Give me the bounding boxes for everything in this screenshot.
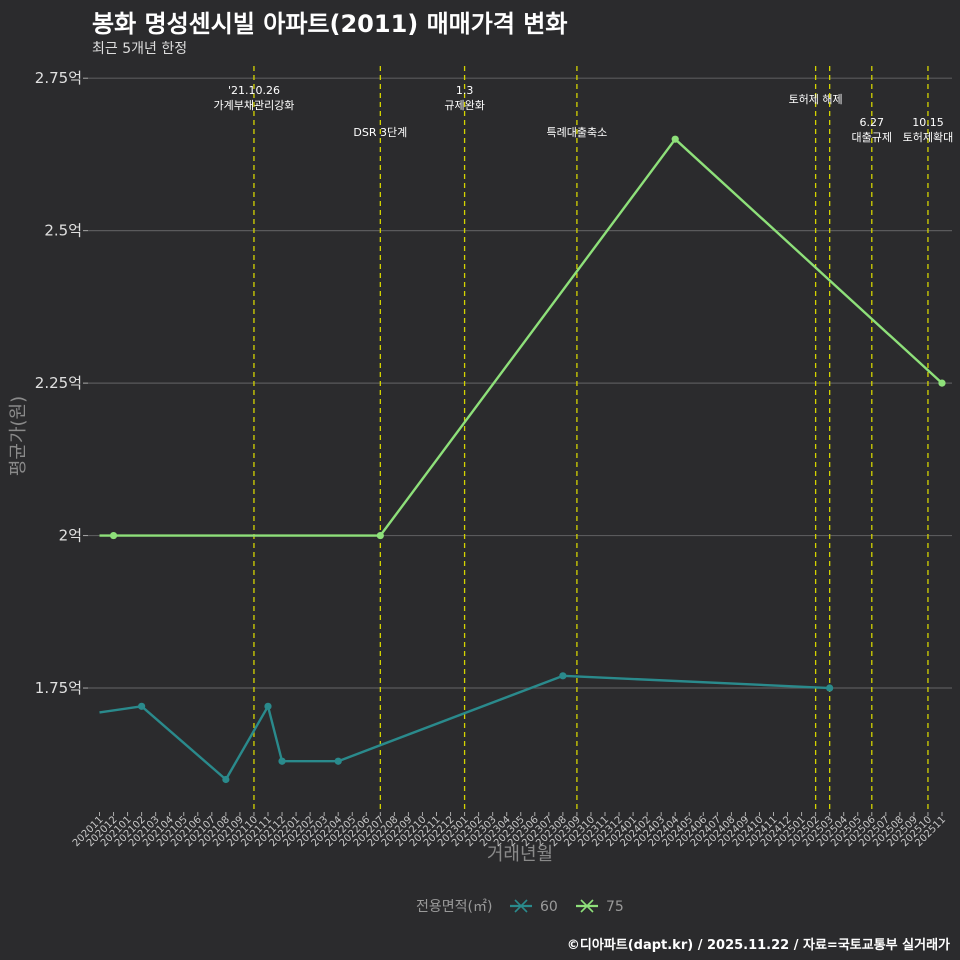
y-axis-title: 평균가(원) [8, 396, 29, 476]
event-label: 가계부채관리강화 [213, 99, 294, 112]
y-tick-label: 2.5억 [44, 222, 82, 240]
y-axis-ticks: 1.75억 2억 2.25억 2.5억 2.75억 [35, 69, 88, 697]
chart-title: 봉화 명성센시빌 아파트(2011) 매매가격 변화 [92, 10, 568, 38]
series-line-60 [99, 674, 830, 781]
data-series [99, 135, 946, 784]
legend-swatch-cross [514, 899, 528, 913]
data-point-60 [826, 684, 834, 692]
data-point-75 [671, 135, 679, 143]
chart-subtitle: 최근 5개년 한정 [92, 41, 188, 57]
y-tick-label: 2.75억 [35, 69, 82, 87]
legend-swatch-cross [580, 899, 594, 913]
event-label: DSR 3단계 [353, 126, 407, 139]
legend-title: 전용면적(㎡) [416, 899, 492, 915]
data-point-75 [109, 531, 118, 540]
event-label: 10.15 [912, 116, 944, 129]
legend-label-75: 75 [606, 899, 624, 915]
event-label: 토허제 해제 [789, 92, 843, 106]
data-point-60 [559, 672, 567, 680]
grid-lines [88, 77, 952, 689]
data-point-75 [938, 379, 946, 387]
x-axis-ticks: 2020112020122021012021022021032021042021… [71, 812, 948, 849]
data-point-60 [138, 702, 146, 710]
y-tick-label: 1.75억 [35, 679, 82, 697]
data-point-60 [278, 757, 286, 765]
event-label: 1.3 [456, 84, 474, 97]
source-caption: ©디아파트(dapt.kr) / 2025.11.22 / 자료=국토교통부 실… [566, 938, 950, 953]
event-label: 대출규제 [852, 131, 892, 144]
event-label: '21.10.26 [228, 84, 280, 97]
data-point-75 [376, 531, 384, 540]
legend-label-60: 60 [540, 899, 558, 915]
y-tick-label: 2억 [59, 527, 82, 545]
data-point-60 [222, 775, 230, 784]
event-label: 특례대출축소 [547, 126, 608, 139]
data-point-60 [264, 702, 272, 710]
y-tick-label: 2.25억 [35, 374, 82, 392]
data-point-60 [334, 757, 342, 765]
x-axis-title: 거래년월 [487, 844, 553, 865]
event-label: 토허제확대 [903, 131, 954, 144]
event-label: 6.27 [860, 116, 885, 129]
legend: 전용면적(㎡) 60 75 [416, 899, 624, 915]
event-label: 규제완화 [444, 99, 484, 112]
